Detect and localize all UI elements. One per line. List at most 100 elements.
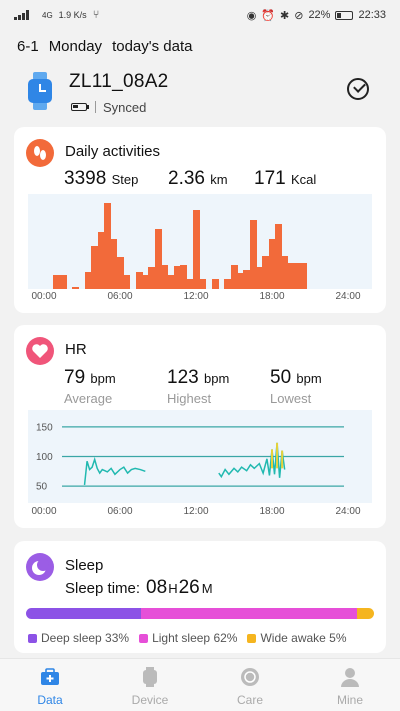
care-icon [240,667,260,687]
legend-light-swatch [139,633,149,643]
legend-deep-label: Deep sleep 33% [41,631,130,645]
sleep-hours-unit: H [168,581,178,596]
hr-lowest-unit: bpm [296,371,322,386]
activities-title: Daily activities [65,143,161,160]
hr-x-tick: 24:00 [335,506,361,517]
activity-bar [293,263,301,289]
sleep-time: Sleep time: 08 H 26 M [65,577,213,599]
activity-bar [274,224,282,289]
hr-x-tick: 00:00 [31,506,57,517]
activity-bar [110,238,118,289]
watch-icon [25,72,55,110]
hr-series-line [218,442,286,479]
battery-icon [335,10,354,20]
sync-status: Synced [103,100,147,115]
activity-bar [249,220,257,289]
date-header: 6-1 Monday today's data [17,38,192,55]
bluetooth-icon: ✱ [280,9,290,22]
hr-x-tick: 06:00 [107,506,133,517]
hr-x-tick: 12:00 [183,506,209,517]
mute-icon: ⊘ [294,9,304,22]
hr-y-tick: 150 [36,422,53,433]
alarm-icon: ⏰ [261,9,275,22]
activity-bar [116,257,124,289]
nav-care[interactable]: Care [200,659,300,711]
nav-device[interactable]: Device [100,659,200,711]
device-row[interactable]: ZL11_08A2 Synced [25,66,375,118]
activity-bar [84,271,92,289]
date: 6-1 [17,38,39,55]
hr-average-value: 79 [64,367,86,388]
sleep-minutes-unit: M [201,581,213,596]
activity-bar [268,238,276,289]
activity-bar [287,263,295,289]
hr-chart-svg: 150 100 50 [36,422,344,493]
device-battery-icon [71,103,87,111]
hr-x-axis: 00:00 06:00 12:00 18:00 24:00 [28,506,372,520]
hr-y-tick: 50 [36,482,48,493]
activity-chart [28,194,372,289]
nav-mine[interactable]: Mine [300,659,400,711]
hr-highest-label: Highest [167,391,212,406]
legend-awake-swatch [247,633,257,643]
hr-average-unit: bpm [90,371,116,386]
sleep-stage-bar [26,608,374,619]
hr-series-line [83,456,146,486]
network-speed: 1.9 K/s [58,10,87,20]
sleep-minutes: 26 [178,577,200,598]
person-icon [340,667,360,687]
status-bar: 4G 1.9 K/s ⑂ ◉ ⏰ ✱ ⊘ 22% 22:33 [0,0,400,30]
distance-value: 2.36 [168,168,205,189]
bottom-nav: Data Device Care Mine [0,658,400,711]
legend-light-sleep: Light sleep 62% [139,631,237,645]
hr-x-tick: 18:00 [259,506,285,517]
activity-bar [154,228,162,289]
usb-icon: ⑂ [92,9,100,21]
hr-average: 79 bpm [64,367,116,389]
activity-x-tick: 12:00 [183,291,209,302]
nav-mine-label: Mine [336,693,363,707]
data-icon [40,667,60,687]
steps-stat: 3398 Step [64,168,138,190]
legend-awake: Wide awake 5% [247,631,347,645]
activity-bar [103,202,111,289]
activity-bar [53,274,61,289]
activity-bar [72,287,80,289]
activity-bar [148,267,156,289]
activity-x-tick: 00:00 [31,291,57,302]
activities-card[interactable]: Daily activities 3398 Step 2.36 km 171 K… [14,127,386,313]
network-type: 4G [42,10,53,20]
activity-bar [167,274,175,289]
activity-bar [262,255,270,289]
calories-stat: 171 Kcal [254,168,316,190]
activity-x-tick: 18:00 [259,291,285,302]
sleep-hours: 08 [146,577,168,598]
sleep-segment [356,608,374,619]
sleep-title: Sleep [65,557,104,574]
hr-lowest-label: Lowest [270,391,312,406]
activity-bar [198,278,206,289]
activity-bar [224,278,232,289]
activity-bar [255,267,263,289]
signal-icon [14,10,36,20]
calories-value: 171 [254,168,286,189]
sleep-legend: Deep sleep 33% Light sleep 62% Wide awak… [28,631,347,645]
nav-device-label: Device [131,693,169,707]
nav-data[interactable]: Data [0,659,100,711]
nav-data-label: Data [37,693,63,707]
activity-x-tick: 24:00 [335,291,361,302]
activity-bar [281,255,289,289]
sleep-card[interactable]: Sleep Sleep time: 08 H 26 M Deep sleep 3… [14,541,386,653]
legend-light-label: Light sleep 62% [152,631,238,645]
activity-bar [97,231,105,289]
hr-title: HR [65,341,87,358]
activity-bar [59,274,67,289]
hr-highest-value: 123 [167,367,199,388]
sync-check-icon[interactable] [347,78,369,100]
hr-card[interactable]: HR 79 bpm Average 123 bpm Highest 50 bpm… [14,325,386,528]
heart-icon [26,337,54,365]
activity-bar [186,278,194,289]
activity-bar [173,266,181,289]
activity-bar [91,245,99,289]
calories-unit: Kcal [290,172,317,187]
